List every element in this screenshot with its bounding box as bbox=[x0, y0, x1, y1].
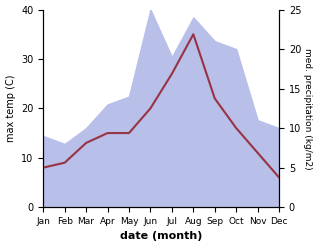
X-axis label: date (month): date (month) bbox=[120, 231, 202, 242]
Y-axis label: max temp (C): max temp (C) bbox=[5, 75, 16, 142]
Y-axis label: med. precipitation (kg/m2): med. precipitation (kg/m2) bbox=[303, 48, 313, 169]
